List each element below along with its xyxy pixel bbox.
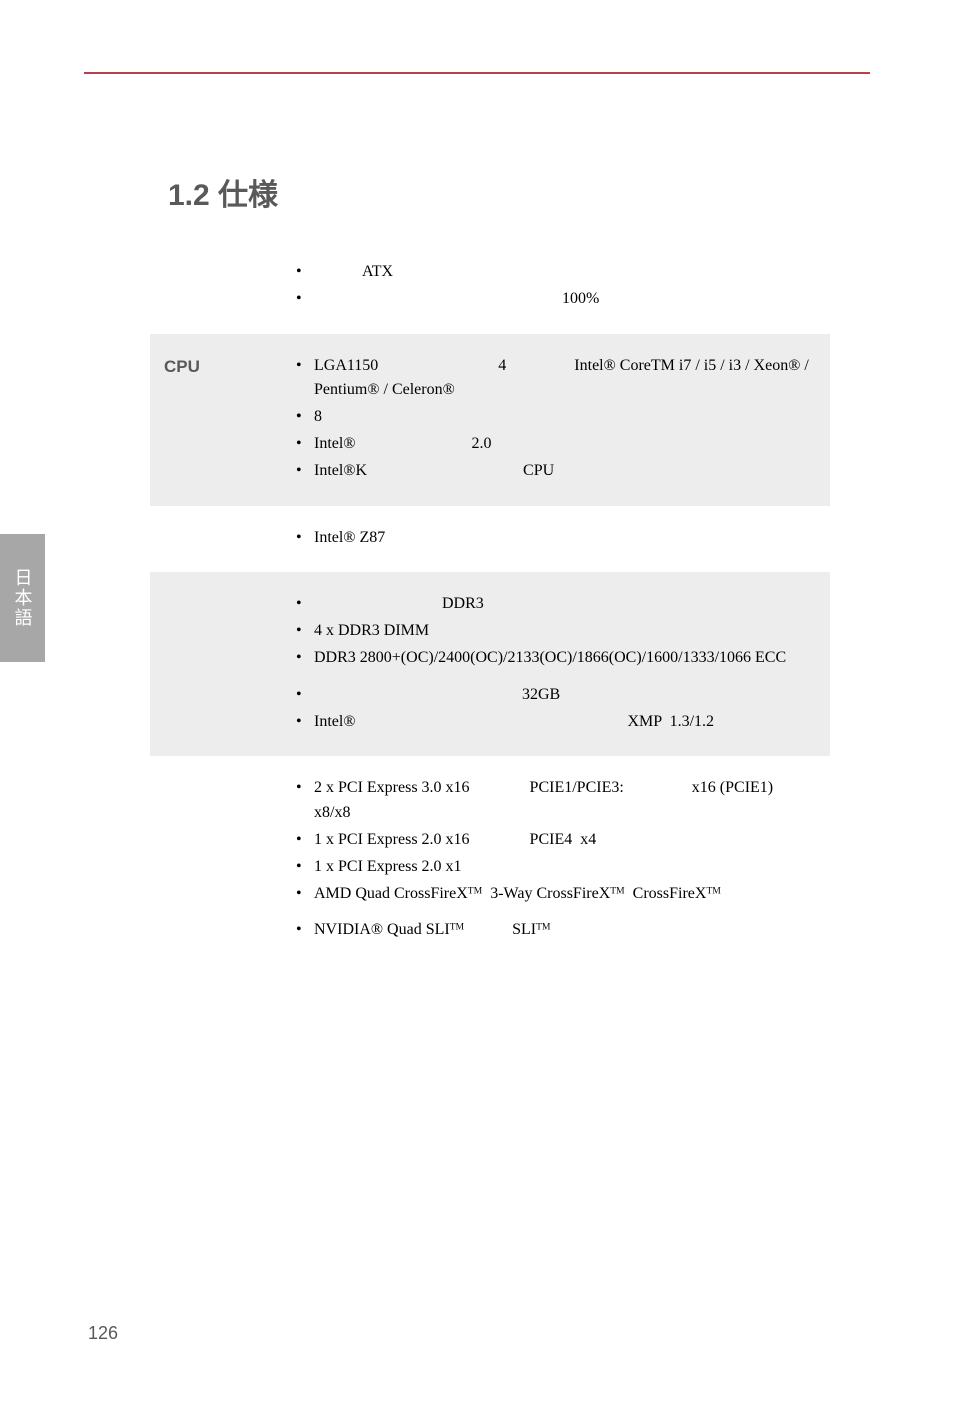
spec-row-label [164, 592, 294, 736]
spec-bullet-list: 2 x PCI Express 3.0 x16 PCIE1/PCIE3: x16… [294, 776, 816, 943]
spec-row-label: CPU [164, 354, 294, 486]
spacer [294, 673, 816, 683]
spec-bullet-list: Intel® Z87 [294, 526, 816, 551]
spec-bullet: Intel®K CPU [294, 459, 816, 484]
spec-bullet: Intel® XMP 1.3/1.2 [294, 710, 816, 735]
spec-row-content: Intel® Z87 [294, 526, 816, 553]
spec-bullet: 32GB [294, 683, 816, 708]
spec-row-label [164, 260, 294, 314]
spec-bullet: DDR3 2800+(OC)/2400(OC)/2133(OC)/1866(OC… [294, 646, 816, 671]
spec-bullet: 4 x DDR3 DIMM [294, 619, 816, 644]
spec-bullet: Intel® Z87 [294, 526, 816, 551]
spec-table: ATX 100%CPULGA1150 4 Intel® CoreTM i7 / … [150, 240, 830, 965]
spec-bullet-list: LGA1150 4 Intel® CoreTM i7 / i5 / i3 / X… [294, 354, 816, 484]
spec-bullet: 8 [294, 405, 816, 430]
side-language-label: 日本語 [10, 568, 36, 628]
spec-bullet: 1 x PCI Express 2.0 x1 [294, 855, 816, 880]
spec-row: ATX 100% [150, 240, 830, 334]
spec-bullet-list: ATX 100% [294, 260, 816, 312]
spec-bullet: ATX [294, 260, 816, 285]
spec-bullet: LGA1150 4 Intel® CoreTM i7 / i5 / i3 / X… [294, 354, 816, 404]
spec-bullet: 1 x PCI Express 2.0 x16 PCIE4 x4 [294, 828, 816, 853]
spec-bullet: AMD Quad CrossFireXᵀᴹ 3-Way CrossFireXᵀᴹ… [294, 882, 816, 907]
side-language-tab: 日本語 [0, 534, 45, 662]
spacer [294, 908, 816, 918]
page-number: 126 [88, 1323, 118, 1344]
spec-row-content: LGA1150 4 Intel® CoreTM i7 / i5 / i3 / X… [294, 354, 816, 486]
header-rule [84, 72, 870, 74]
spec-row-label [164, 526, 294, 553]
spec-bullet: 100% [294, 287, 816, 312]
section-title: 1.2 仕様 [168, 170, 278, 214]
spec-bullet: Intel® 2.0 [294, 432, 816, 457]
spec-bullet: DDR3 [294, 592, 816, 617]
spec-row-label [164, 776, 294, 945]
spec-bullet-list: DDR34 x DDR3 DIMMDDR3 2800+(OC)/2400(OC)… [294, 592, 816, 734]
spec-row-content: DDR34 x DDR3 DIMMDDR3 2800+(OC)/2400(OC)… [294, 592, 816, 736]
spec-row: Intel® Z87 [150, 506, 830, 573]
spec-row: 2 x PCI Express 3.0 x16 PCIE1/PCIE3: x16… [150, 756, 830, 965]
spec-bullet: NVIDIA® Quad SLIᵀᴹ SLIᵀᴹ [294, 918, 816, 943]
spec-row: CPULGA1150 4 Intel® CoreTM i7 / i5 / i3 … [150, 334, 830, 506]
spec-row-content: ATX 100% [294, 260, 816, 314]
spec-row-content: 2 x PCI Express 3.0 x16 PCIE1/PCIE3: x16… [294, 776, 816, 945]
spec-row: DDR34 x DDR3 DIMMDDR3 2800+(OC)/2400(OC)… [150, 572, 830, 756]
spec-bullet: 2 x PCI Express 3.0 x16 PCIE1/PCIE3: x16… [294, 776, 816, 826]
